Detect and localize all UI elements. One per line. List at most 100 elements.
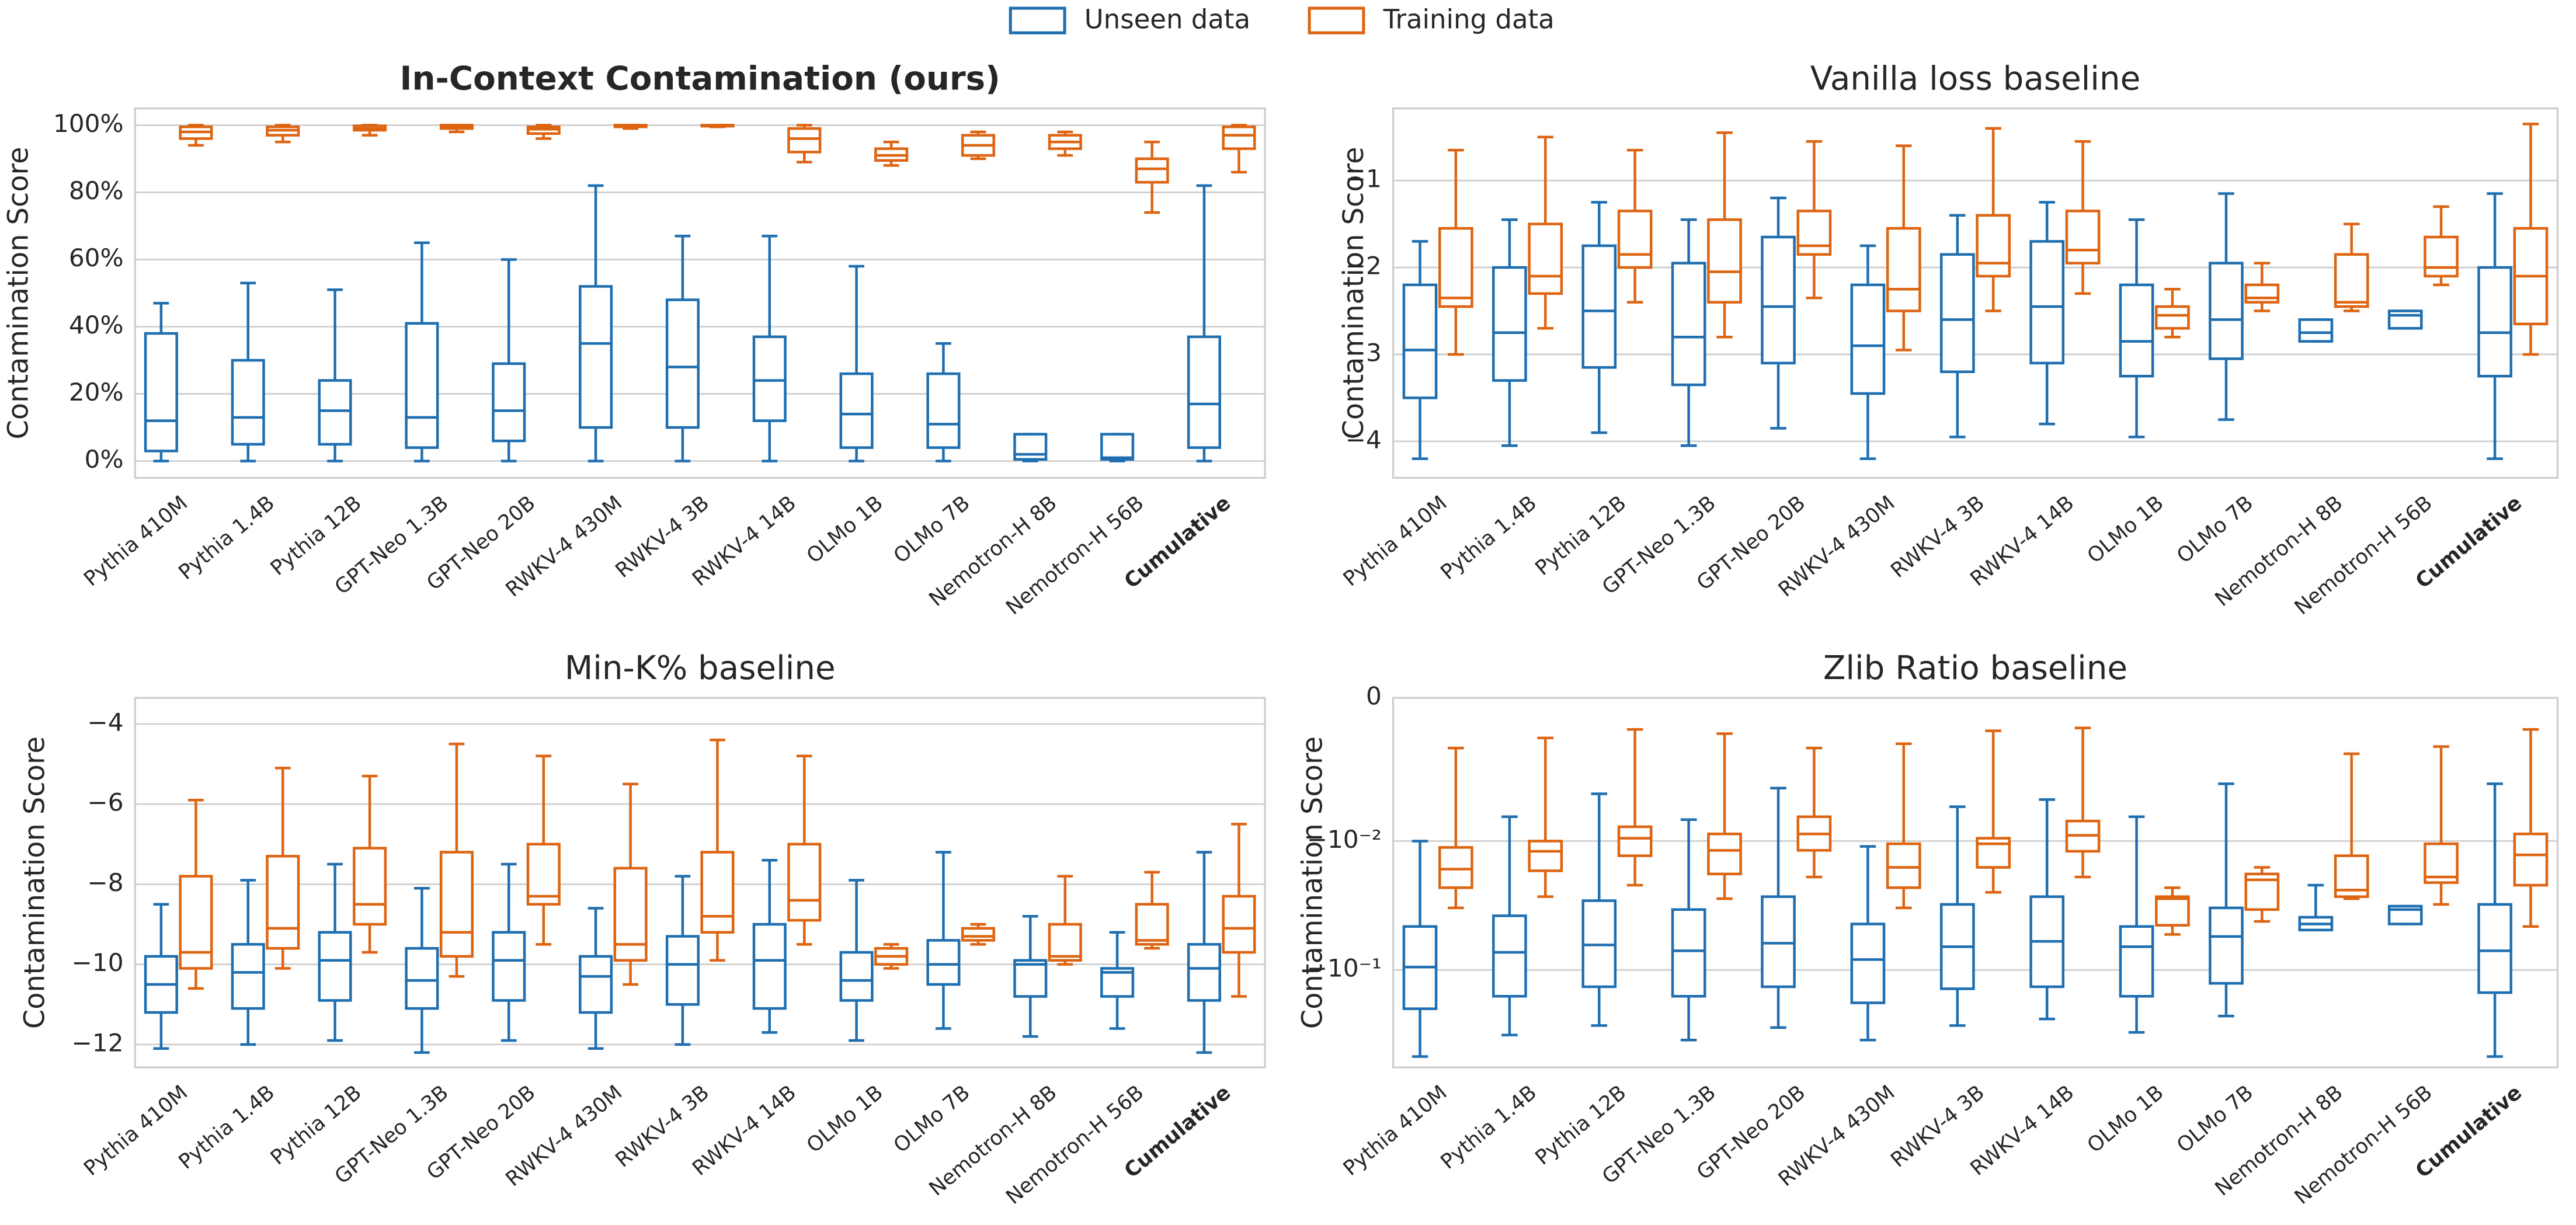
box — [231, 359, 265, 446]
box — [1617, 825, 1653, 857]
box — [926, 372, 961, 449]
box — [1402, 283, 1438, 399]
x-tick-label: OLMo 1B — [802, 1081, 887, 1158]
box — [2155, 895, 2190, 927]
plot-frame — [1392, 697, 2559, 1069]
y-axis-label: Contamination Score — [1338, 147, 1370, 440]
plot-frame — [1392, 107, 2559, 479]
box — [1761, 235, 1796, 365]
box — [1707, 832, 1742, 876]
box — [1617, 210, 1653, 269]
box — [579, 955, 613, 1014]
y-tick-label: 40% — [69, 311, 124, 339]
chart-title: Zlib Ratio baseline — [1823, 649, 2127, 687]
box — [2387, 309, 2423, 330]
y-tick-label: −4 — [1346, 425, 1382, 454]
plot-frame — [134, 697, 1266, 1069]
box — [1048, 923, 1082, 962]
y-tick-label: −3 — [1346, 338, 1382, 367]
x-tick-label: OLMo 1B — [802, 491, 887, 568]
box — [787, 843, 822, 922]
box — [1438, 227, 1473, 308]
box — [2209, 262, 2244, 360]
x-tick-label: OLMo 7B — [889, 491, 974, 568]
y-tick-label: −6 — [87, 788, 123, 817]
box — [1135, 903, 1169, 946]
box — [1671, 908, 1706, 998]
box — [2424, 235, 2459, 278]
box — [353, 847, 387, 926]
box — [752, 923, 787, 1010]
box — [1187, 335, 1221, 449]
box — [526, 843, 561, 906]
box — [1976, 214, 2011, 278]
box — [492, 362, 526, 443]
box — [2244, 283, 2280, 304]
box — [1850, 923, 1886, 1004]
x-tick-label: Pythia 410M — [79, 1081, 192, 1181]
box — [405, 946, 439, 1010]
box — [2155, 305, 2190, 330]
box — [1939, 253, 1975, 373]
box — [1492, 914, 1527, 998]
box — [2065, 210, 2101, 265]
box — [2477, 903, 2512, 994]
box — [492, 931, 526, 1002]
box — [1222, 126, 1256, 150]
box — [1671, 262, 1706, 387]
y-tick-label: 0 — [1366, 682, 1382, 711]
y-axis-label: Contamination Score — [19, 736, 51, 1029]
box — [144, 332, 178, 453]
box — [439, 851, 474, 958]
box — [839, 951, 874, 1002]
legend-swatch — [1009, 6, 1066, 34]
box — [839, 372, 874, 449]
y-tick-label: −10 — [72, 948, 124, 977]
x-tick-label: OLMo 1B — [2083, 491, 2168, 568]
x-tick-label: OLMo 7B — [889, 1081, 974, 1158]
box — [1100, 433, 1135, 461]
box — [2477, 266, 2512, 378]
legend-label: Training data — [1383, 4, 1555, 35]
box — [1850, 283, 1886, 395]
box — [1222, 895, 1256, 954]
box — [1492, 266, 1527, 382]
box — [405, 322, 439, 449]
box — [2298, 318, 2334, 343]
y-tick-label: 80% — [69, 176, 124, 205]
y-axis-label: Contamination Score — [1296, 736, 1329, 1029]
box — [231, 943, 265, 1010]
box — [665, 298, 700, 429]
y-tick-label: 0% — [85, 445, 124, 474]
y-tick-label: 100% — [53, 109, 124, 138]
y-tick-label: −1 — [1346, 165, 1382, 193]
box — [2513, 832, 2549, 887]
x-tick-label: OLMo 7B — [2172, 491, 2258, 568]
y-tick-label: −10⁻¹ — [1307, 954, 1382, 983]
y-tick-label: −2 — [1346, 252, 1382, 280]
box — [318, 379, 352, 446]
box — [318, 931, 352, 1002]
y-tick-label: 60% — [69, 243, 124, 272]
box — [613, 866, 648, 962]
x-tick-label: OLMo 1B — [2083, 1081, 2168, 1158]
x-tick-label: Pythia 410M — [1339, 1081, 1451, 1181]
box — [1761, 895, 1796, 989]
y-tick-label: −10⁻² — [1307, 825, 1382, 854]
legend-label: Unseen data — [1084, 4, 1250, 35]
y-axis-label: Contamination Score — [2, 147, 34, 440]
box — [1886, 842, 1921, 889]
box — [2029, 240, 2065, 365]
x-tick-label: OLMo 7B — [2172, 1081, 2258, 1158]
x-tick-label: Pythia 1.4B — [1436, 491, 1541, 584]
chart-title: In-Context Contamination (ours) — [400, 60, 1000, 98]
box — [1581, 244, 1617, 369]
box — [1187, 943, 1221, 1002]
box — [1438, 846, 1473, 889]
box — [1886, 227, 1921, 312]
x-tick-label: Pythia 1.4B — [174, 491, 279, 584]
x-tick-label: Pythia 1.4B — [174, 1081, 279, 1174]
legend-swatch — [1308, 6, 1365, 34]
